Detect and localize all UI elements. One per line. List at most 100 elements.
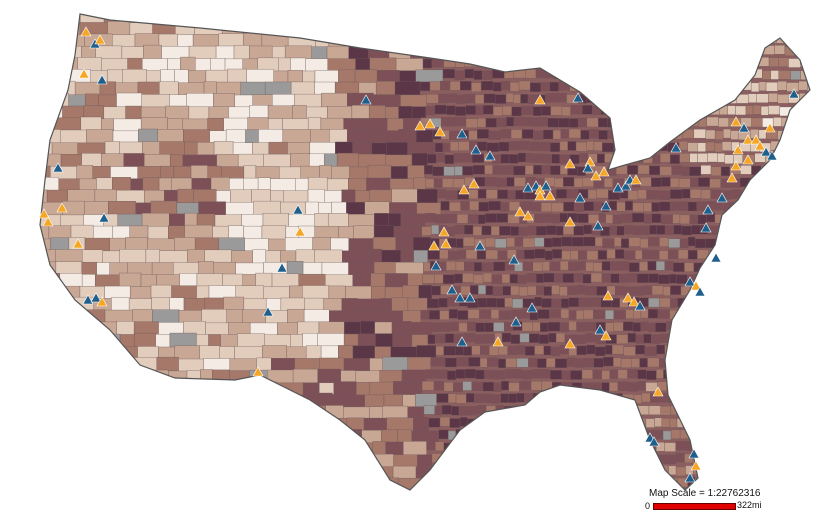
county-cell: [802, 33, 810, 43]
county-cell: [375, 81, 396, 96]
county-cell: [582, 45, 591, 56]
county-cell: [126, 454, 142, 469]
county-cell: [522, 238, 535, 248]
county-cell: [48, 225, 72, 240]
county-cell: [693, 32, 702, 43]
county-cell: [298, 14, 316, 24]
county-cell: [436, 393, 449, 403]
county-cell: [582, 466, 595, 476]
county-cell: [648, 405, 661, 415]
county-cell: [704, 320, 716, 331]
county-cell: [464, 261, 475, 272]
county-cell: [62, 200, 85, 216]
county-cell: [616, 45, 627, 55]
county-cell: [434, 405, 443, 416]
county-cell: [736, 382, 748, 392]
county-cell: [307, 117, 322, 132]
county-cell: [628, 262, 640, 272]
county-cell: [465, 44, 478, 55]
county-cell: [307, 189, 325, 204]
county-cell: [65, 489, 93, 490]
county-cell: [637, 369, 647, 380]
county-cell: [110, 478, 133, 490]
county-cell: [279, 393, 296, 408]
county-cell: [678, 94, 690, 105]
county-cell: [598, 213, 606, 223]
county-cell: [634, 466, 644, 476]
county-cell: [158, 478, 176, 490]
county-cell: [445, 34, 455, 44]
county-cell: [628, 116, 641, 127]
county-cell: [786, 200, 795, 211]
county-cell: [107, 441, 130, 456]
county-cell: [461, 33, 473, 43]
county-cell: [651, 213, 662, 223]
county-cell: [40, 34, 59, 49]
county-cell: [68, 322, 89, 337]
county-cell: [453, 153, 462, 163]
county-cell: [486, 297, 497, 308]
county-cell: [717, 153, 725, 163]
county-cell: [421, 381, 435, 391]
county-cell: [706, 310, 716, 321]
county-cell: [550, 165, 561, 175]
county-cell: [422, 58, 433, 69]
county-cell: [221, 405, 241, 421]
county-cell: [723, 237, 736, 247]
county-cell: [649, 106, 662, 116]
county-cell: [221, 442, 244, 458]
county-cell: [443, 57, 456, 68]
county-cell: [422, 20, 434, 31]
county-cell: [500, 128, 512, 139]
county-cell: [424, 212, 436, 223]
county-cell: [771, 273, 780, 284]
county-cell: [570, 405, 581, 415]
county-cell: [763, 273, 773, 283]
county-cell: [648, 273, 659, 283]
county-cell: [757, 298, 770, 308]
county-cell: [585, 453, 593, 463]
county-cell: [663, 369, 673, 379]
county-cell: [417, 454, 433, 469]
county-cell: [59, 393, 87, 409]
county-cell: [616, 334, 629, 344]
county-cell: [564, 14, 577, 19]
triangle-icon: [484, 150, 496, 161]
county-cell: [819, 431, 831, 440]
triangle-icon: [414, 120, 426, 131]
county-cell: [548, 430, 559, 441]
county-cell: [483, 442, 492, 452]
county-cell: [670, 189, 683, 199]
county-cell: [698, 298, 707, 308]
county-cell: [532, 106, 542, 116]
county-cell: [757, 345, 769, 355]
county-cell: [427, 298, 439, 309]
county-cell: [713, 430, 721, 440]
county-cell: [748, 93, 757, 103]
county-cell: [779, 453, 791, 463]
county-cell: [376, 14, 399, 25]
county-cell: [502, 22, 515, 32]
county-cell: [816, 191, 826, 200]
county-cell: [717, 381, 730, 391]
county-cell: [277, 57, 291, 73]
county-cell: [693, 128, 707, 139]
county-cell: [611, 33, 623, 43]
county-cell: [726, 213, 738, 223]
county-cell: [648, 236, 660, 247]
county-cell: [767, 93, 778, 103]
county-cell: [119, 334, 135, 349]
county-cell: [51, 310, 80, 325]
county-cell: [477, 189, 487, 199]
county-cell: [79, 370, 107, 385]
county-cell: [766, 466, 775, 476]
county-cell: [444, 357, 457, 368]
county-cell: [59, 273, 83, 288]
county-cell: [694, 82, 706, 92]
county-cell: [505, 465, 513, 475]
county-cell: [751, 57, 759, 67]
county-cell: [680, 201, 689, 211]
county-cell: [100, 406, 120, 422]
county-cell: [76, 165, 93, 180]
county-cell: [501, 332, 512, 343]
